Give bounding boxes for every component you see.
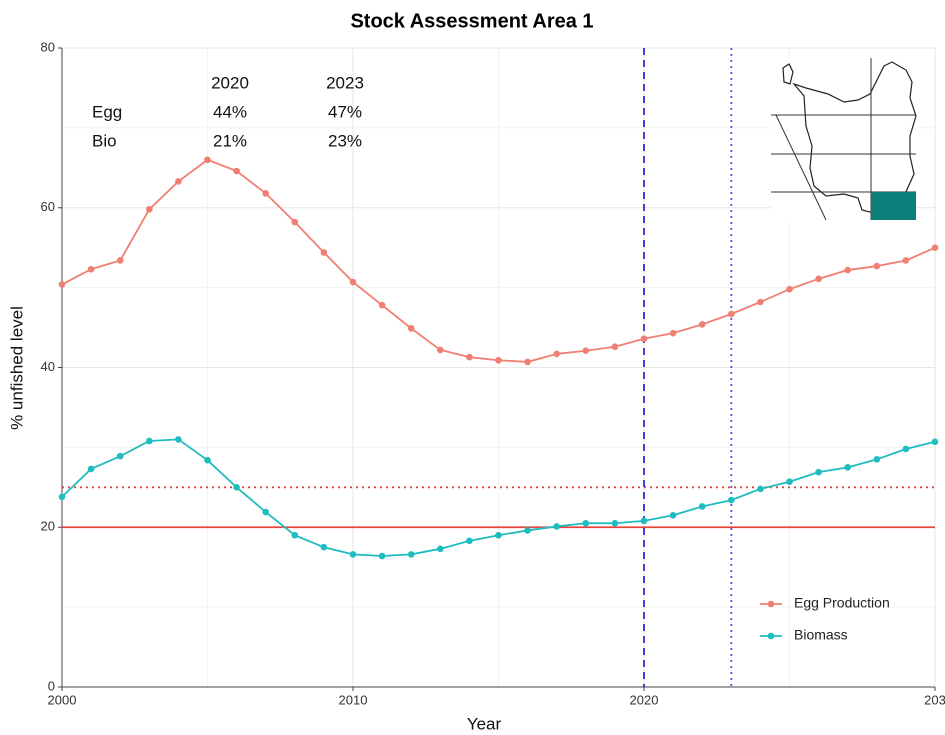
point xyxy=(204,156,211,164)
point xyxy=(931,244,939,251)
point xyxy=(902,445,910,453)
point xyxy=(815,468,822,476)
map-line xyxy=(775,114,827,221)
point xyxy=(873,456,881,463)
point xyxy=(611,519,619,527)
y-tick-label: 20 xyxy=(41,519,55,534)
table-header: 2023 xyxy=(326,73,364,92)
map-outline xyxy=(792,61,917,215)
point xyxy=(815,275,822,283)
point xyxy=(437,346,444,354)
point xyxy=(873,262,881,270)
map-inset xyxy=(771,58,917,221)
table-cell: 23% xyxy=(328,131,362,150)
map-island xyxy=(782,63,794,85)
point xyxy=(58,493,66,501)
x-tick-label: 203 xyxy=(924,692,945,707)
point xyxy=(757,485,764,493)
point xyxy=(466,537,473,545)
point xyxy=(378,552,386,560)
point xyxy=(495,357,502,364)
x-tick-label: 2020 xyxy=(630,692,659,707)
point xyxy=(582,347,590,355)
point xyxy=(233,167,240,175)
legend-label: Biomass xyxy=(794,627,848,643)
point xyxy=(116,452,124,460)
point xyxy=(640,335,648,343)
legend-swatch xyxy=(767,600,775,608)
point xyxy=(582,519,590,527)
y-tick-label: 0 xyxy=(48,678,55,693)
point xyxy=(378,301,386,309)
x-axis-title: Year xyxy=(467,714,502,733)
x-tick-label: 2000 xyxy=(48,692,77,707)
point xyxy=(320,249,328,256)
table-cell: 21% xyxy=(213,131,247,150)
y-tick-label: 40 xyxy=(41,359,55,374)
point xyxy=(524,358,531,366)
point xyxy=(233,484,240,491)
point xyxy=(407,325,415,332)
point xyxy=(640,517,648,525)
point xyxy=(349,278,357,286)
table-cell: 44% xyxy=(213,102,247,121)
point xyxy=(466,353,473,361)
point xyxy=(698,503,706,510)
point xyxy=(175,178,182,185)
point xyxy=(931,438,939,446)
point xyxy=(262,508,270,516)
point xyxy=(728,310,735,318)
legend-label: Egg Production xyxy=(794,595,890,611)
point xyxy=(407,551,415,558)
point xyxy=(175,436,182,443)
point xyxy=(58,281,66,288)
point xyxy=(786,478,793,486)
point xyxy=(669,511,677,519)
x-tick-label: 2010 xyxy=(339,692,368,707)
point xyxy=(349,551,357,558)
point xyxy=(291,531,299,539)
point xyxy=(291,218,299,226)
point xyxy=(437,545,444,553)
y-axis-title: % unfished level xyxy=(7,306,26,430)
point xyxy=(728,496,735,504)
point xyxy=(87,265,95,273)
point xyxy=(524,527,531,534)
point xyxy=(553,523,560,530)
point xyxy=(698,321,706,328)
point xyxy=(669,329,677,337)
table-cell: 47% xyxy=(328,102,362,121)
table-header: 2020 xyxy=(211,73,249,92)
point xyxy=(320,543,328,551)
point xyxy=(611,343,619,351)
table-row-label: Egg xyxy=(92,102,122,121)
point xyxy=(87,465,95,473)
y-tick-label: 80 xyxy=(41,39,55,54)
y-tick-label: 60 xyxy=(41,199,55,214)
chart-title: Stock Assessment Area 1 xyxy=(350,10,593,32)
point xyxy=(116,257,124,264)
table-row-label: Bio xyxy=(92,131,117,150)
map-area xyxy=(871,192,916,220)
point xyxy=(844,266,851,274)
point xyxy=(495,531,502,539)
point xyxy=(844,464,851,471)
point xyxy=(146,206,153,213)
point xyxy=(146,437,153,445)
legend-swatch xyxy=(767,632,775,640)
point xyxy=(262,190,270,197)
point xyxy=(786,285,793,293)
point xyxy=(204,456,211,464)
point xyxy=(553,350,560,358)
point xyxy=(902,257,910,264)
point xyxy=(757,298,764,306)
